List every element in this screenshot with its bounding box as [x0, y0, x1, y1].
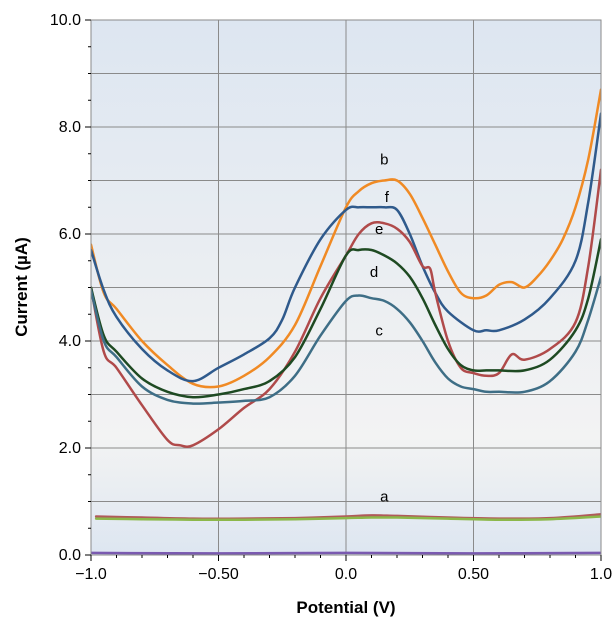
x-tick-label: 1.0 — [590, 566, 612, 583]
y-tick-label: 2.0 — [59, 440, 81, 457]
series-line-f — [91, 112, 601, 383]
y-tick-label: 10.0 — [50, 12, 81, 29]
x-tick-label: −1.0 — [75, 566, 107, 583]
y-tick-label: 6.0 — [59, 226, 81, 243]
series-lines — [91, 88, 601, 555]
tick-labels: 0.0 2.0 4.0 6.0 8.0 10.0 −1.0 −0.50 0.0 0.50 1.0 — [50, 12, 612, 583]
curve-label-e: e — [375, 221, 383, 238]
y-axis-title: Current (µA) — [12, 237, 31, 337]
grid-lines — [91, 20, 601, 555]
series-line-e — [91, 168, 601, 448]
curve-labels: b fe d c a — [370, 151, 390, 505]
y-tick-label: 0.0 — [59, 547, 81, 564]
x-tick-label: −0.50 — [198, 566, 239, 583]
series-line-d — [91, 238, 601, 399]
curve-label-d: d — [370, 264, 378, 281]
x-axis-title: Potential (V) — [296, 598, 395, 617]
x-tick-label: 0.0 — [335, 566, 357, 583]
curve-label-c: c — [375, 323, 383, 340]
curve-label-a: a — [380, 489, 389, 506]
y-tick-label: 8.0 — [59, 119, 81, 136]
x-tick-label: 0.50 — [458, 566, 489, 583]
curve-label-b: b — [380, 151, 388, 168]
series-line-2 — [91, 551, 601, 555]
axes — [85, 19, 602, 561]
series-line-b — [91, 88, 601, 389]
curve-label-f: f — [385, 189, 390, 206]
series-line-1 — [94, 515, 601, 522]
y-tick-label: 4.0 — [59, 333, 81, 350]
series-line-c — [91, 275, 601, 405]
